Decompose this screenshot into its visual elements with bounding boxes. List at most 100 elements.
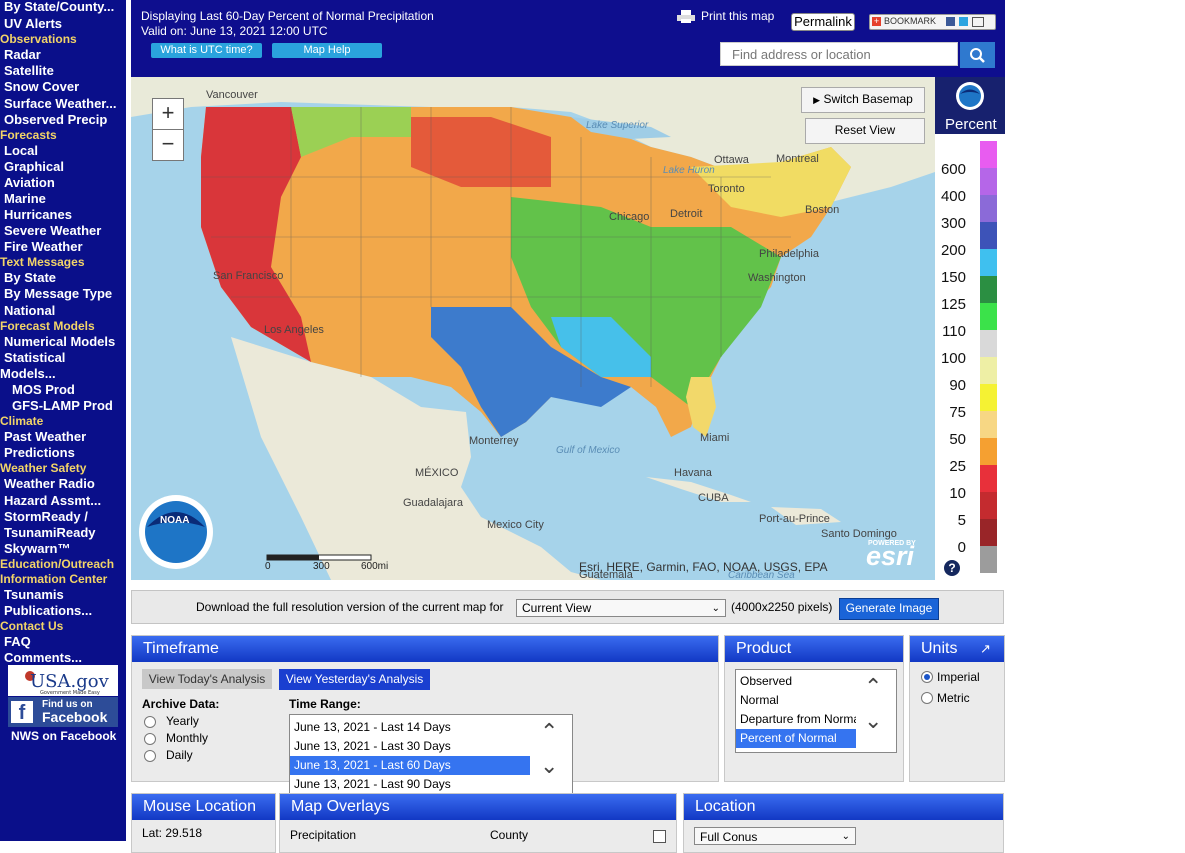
nav-link[interactable]: By Message Type [4,286,113,301]
precipitation-map[interactable]: Vancouver Ottawa Montreal Toronto Detroit Chi… [131,77,935,580]
nav-link[interactable]: Predictions [4,445,75,460]
legend-swatch [980,276,997,303]
product-option[interactable]: Percent of Normal [736,729,856,748]
nav-section-header: Climate [0,414,44,428]
legend-help-icon[interactable]: ? [944,560,960,576]
nav-link[interactable]: TsunamiReady [4,525,96,540]
reset-view-button[interactable]: Reset View [805,118,925,144]
nav-link[interactable]: Statistical [4,350,66,365]
time-range-option[interactable]: June 13, 2021 - Last 90 Days [294,777,451,791]
legend-label: 600 [940,161,966,178]
legend-swatch [980,303,997,330]
time-range-option[interactable]: June 13, 2021 - Last 60 Days [290,756,530,775]
zoom-in-button[interactable]: + [152,98,184,130]
switch-basemap-button[interactable]: ▶ Switch Basemap [801,87,925,113]
search-button[interactable] [960,42,995,68]
legend-swatch [980,330,997,357]
product-option[interactable]: Observed [740,674,793,688]
city-label: Chicago [609,211,650,223]
nav-link[interactable]: Snow Cover [4,79,80,94]
nav-link[interactable]: Comments... [4,650,83,665]
nav-link[interactable]: FAQ [4,634,31,649]
overlay-precipitation: Precipitation [290,828,357,842]
nav-link[interactable]: MOS Prod [12,382,75,397]
nav-link[interactable]: Fire Weather [4,239,83,254]
expand-arrow-icon[interactable]: ↗ [980,641,991,656]
search-icon [970,48,985,63]
city-label: Havana [674,467,712,479]
nav-link[interactable]: Past Weather [4,429,87,444]
legend-label: 90 [949,377,966,394]
nws-facebook-link[interactable]: NWS on Facebook [11,729,117,743]
nav-link[interactable]: UV Alerts [4,16,63,31]
units-title: Units ↗ [910,636,1004,662]
printer-icon[interactable] [677,10,695,23]
nav-link[interactable]: Weather Radio [4,476,95,491]
archive-radio[interactable] [144,733,156,745]
county-checkbox[interactable] [653,830,666,843]
map-help-button[interactable]: Map Help [272,43,382,58]
time-range-list[interactable]: June 13, 2021 - Last 14 Days June 13, 202… [289,714,573,794]
zoom-out-button[interactable]: − [152,129,184,161]
time-range-option[interactable]: June 13, 2021 - Last 30 Days [294,739,451,753]
search-input[interactable]: Find address or location [720,42,958,66]
nav-link[interactable]: Satellite [4,63,54,78]
nav-link[interactable]: GFS-LAMP Prod [12,398,113,413]
nav-link[interactable]: Observed Precip [4,112,108,127]
nav-link[interactable]: Surface Weather... [4,96,117,111]
nav-link[interactable]: Severe Weather [4,223,102,238]
nav-link[interactable]: Hazard Assmt... [4,493,102,508]
facebook-logo[interactable]: f Find us on Facebook [8,697,118,727]
nav-link[interactable]: By State/County... [4,0,115,14]
legend-swatch [980,384,997,411]
scroll-down-icon[interactable]: ⌄ [540,753,559,778]
city-label: Port-au-Prince [759,513,830,525]
latitude-readout: Lat: 29.518 [142,826,203,840]
view-today-button[interactable]: View Today's Analysis [142,669,272,689]
generate-image-button[interactable]: Generate Image [839,598,939,620]
usagov-logo[interactable]: USA.gov Government Made Easy [8,665,118,696]
scroll-up-icon[interactable]: ⌃ [864,674,883,699]
unit-radio[interactable] [921,692,933,704]
product-option[interactable]: Normal [740,693,779,707]
permalink-button[interactable]: Permalink [791,13,855,31]
water-label: Gulf of Mexico [556,445,620,456]
nav-link[interactable]: Aviation [4,175,55,190]
nav-link[interactable]: Skywarn™ [4,541,71,556]
legend-swatch [980,465,997,492]
scroll-down-icon[interactable]: ⌄ [864,708,883,733]
bookmark-button[interactable]: + BOOKMARK [869,14,996,30]
archive-option-label: Daily [166,748,193,762]
utc-time-button[interactable]: What is UTC time? [151,43,262,58]
scroll-up-icon[interactable]: ⌃ [540,719,559,744]
nav-link[interactable]: Local [4,143,38,158]
nav-link[interactable]: Publications... [4,603,93,618]
unit-radio[interactable] [921,671,933,683]
nav-link[interactable]: By State [4,270,57,285]
nav-link[interactable]: Marine [4,191,46,206]
nav-link[interactable]: Numerical Models [4,334,116,349]
time-range-option[interactable]: June 13, 2021 - Last 14 Days [294,720,451,734]
legend-label: 10 [949,485,966,502]
nav-link[interactable]: National [4,303,56,318]
nav-section-header: Text Messages [0,255,85,269]
water-label: Lake Huron [663,165,715,176]
product-list[interactable]: Observed Normal Departure from Normal Perce… [735,669,897,753]
nav-link[interactable]: Tsunamis [4,587,64,602]
nav-link[interactable]: Hurricanes [4,207,72,222]
location-select[interactable]: Full Conus ⌄ [694,827,856,845]
mexico-land [231,337,601,580]
archive-radio[interactable] [144,750,156,762]
nav-link[interactable]: Radar [4,47,41,62]
archive-radio[interactable] [144,716,156,728]
nav-link[interactable]: Models... [0,366,56,381]
legend-label: 0 [957,539,966,556]
download-extent-select[interactable]: Current View ⌄ [516,599,726,617]
nav-link[interactable]: Graphical [4,159,64,174]
nav-link[interactable]: StormReady / [4,509,88,524]
product-option[interactable]: Departure from Normal [740,712,863,726]
print-map-link[interactable]: Print this map [701,9,775,23]
noaa-logo-text: NOAA [160,515,190,526]
scale-label-1: 300 [313,561,330,572]
view-yesterday-button[interactable]: View Yesterday's Analysis [279,669,430,690]
